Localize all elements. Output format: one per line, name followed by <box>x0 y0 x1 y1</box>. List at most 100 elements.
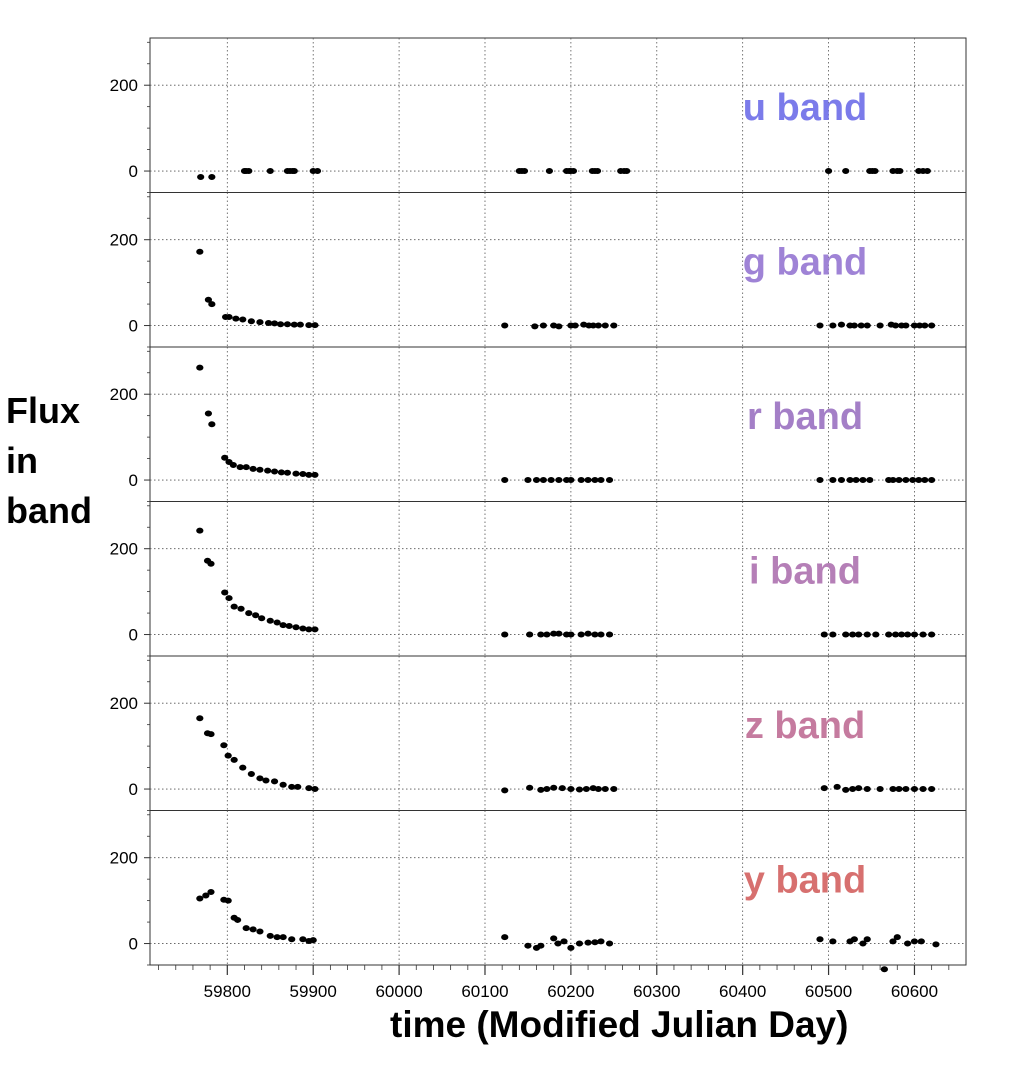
data-point <box>575 940 584 947</box>
data-point <box>245 168 253 175</box>
data-point <box>866 477 874 484</box>
data-point <box>555 630 563 637</box>
y-tick-label: 0 <box>129 471 138 490</box>
data-point <box>550 784 558 791</box>
data-point <box>208 301 216 308</box>
data-point <box>249 926 257 933</box>
x-tick-label: 60200 <box>547 982 594 1001</box>
data-point <box>555 323 563 330</box>
data-point <box>196 248 204 255</box>
data-point <box>264 467 272 474</box>
data-point <box>891 322 900 329</box>
data-point <box>204 410 213 417</box>
data-point <box>554 940 562 947</box>
y-axis-label: Flux in band <box>6 390 92 531</box>
data-point <box>849 786 857 793</box>
data-point <box>903 940 912 947</box>
data-point <box>829 938 837 945</box>
x-tick-label: 60100 <box>461 982 508 1001</box>
data-point <box>221 454 229 461</box>
data-point <box>311 786 319 793</box>
data-point <box>292 470 300 477</box>
data-point <box>196 895 204 902</box>
data-point <box>932 941 940 948</box>
y-tick-label: 200 <box>110 694 138 713</box>
data-point <box>266 168 274 175</box>
y-tick-label: 200 <box>110 540 138 559</box>
data-point <box>526 784 534 791</box>
data-point <box>239 764 247 771</box>
data-point <box>547 477 555 484</box>
panel-frame-y-band <box>149 810 967 966</box>
data-point <box>919 631 927 638</box>
data-point <box>225 313 233 320</box>
data-point <box>594 322 602 329</box>
data-point <box>577 631 585 638</box>
data-point <box>236 464 244 471</box>
data-point <box>207 560 215 567</box>
data-point <box>242 464 250 471</box>
data-point <box>207 731 215 738</box>
data-point <box>313 168 322 175</box>
data-point <box>597 631 605 638</box>
data-point <box>928 786 936 793</box>
data-point <box>910 322 919 329</box>
data-point <box>816 936 824 943</box>
data-point <box>537 631 545 638</box>
data-point <box>270 468 279 475</box>
data-point <box>871 168 879 175</box>
data-point <box>555 477 563 484</box>
data-point <box>539 477 547 484</box>
data-point <box>829 322 837 329</box>
data-point <box>895 786 903 793</box>
data-point <box>859 940 867 947</box>
data-point <box>196 364 204 371</box>
x-axis-label: time (Modified Julian Day) <box>390 1004 849 1045</box>
data-point <box>290 321 298 328</box>
data-point <box>577 477 585 484</box>
data-point <box>842 786 850 793</box>
data-point <box>837 477 846 484</box>
data-point <box>921 477 929 484</box>
data-point <box>225 595 233 602</box>
data-point <box>593 168 602 175</box>
y-tick-label: 0 <box>129 162 138 181</box>
band-label-g-band: g band <box>743 242 868 284</box>
data-point <box>232 315 240 322</box>
data-point <box>896 168 904 175</box>
data-point <box>885 631 893 638</box>
data-point <box>567 786 575 793</box>
data-point <box>610 786 618 793</box>
data-point <box>279 781 287 788</box>
data-point <box>299 471 307 478</box>
data-point <box>262 777 270 784</box>
data-point <box>876 322 884 329</box>
data-point <box>501 477 509 484</box>
data-point <box>605 631 614 638</box>
x-tick-label: 59800 <box>204 982 251 1001</box>
data-point <box>584 477 592 484</box>
data-point <box>237 605 245 612</box>
y-tick-label: 0 <box>129 626 138 645</box>
data-point <box>610 322 618 329</box>
data-point <box>605 477 614 484</box>
data-point <box>855 631 863 638</box>
data-point <box>501 322 509 329</box>
data-point <box>311 471 319 478</box>
data-point <box>903 631 912 638</box>
data-point <box>234 916 242 923</box>
data-point <box>550 935 558 942</box>
x-tick-label: 60300 <box>633 982 680 1001</box>
data-point <box>601 786 609 793</box>
data-point <box>224 752 232 759</box>
data-point <box>290 168 298 175</box>
data-point <box>245 610 253 617</box>
data-point <box>311 322 319 329</box>
data-point <box>537 786 545 793</box>
data-point <box>842 168 850 175</box>
data-point <box>273 619 281 626</box>
data-point <box>524 477 532 484</box>
data-point <box>917 938 925 945</box>
data-point <box>283 469 292 476</box>
band-label-z-band: z band <box>745 705 865 747</box>
